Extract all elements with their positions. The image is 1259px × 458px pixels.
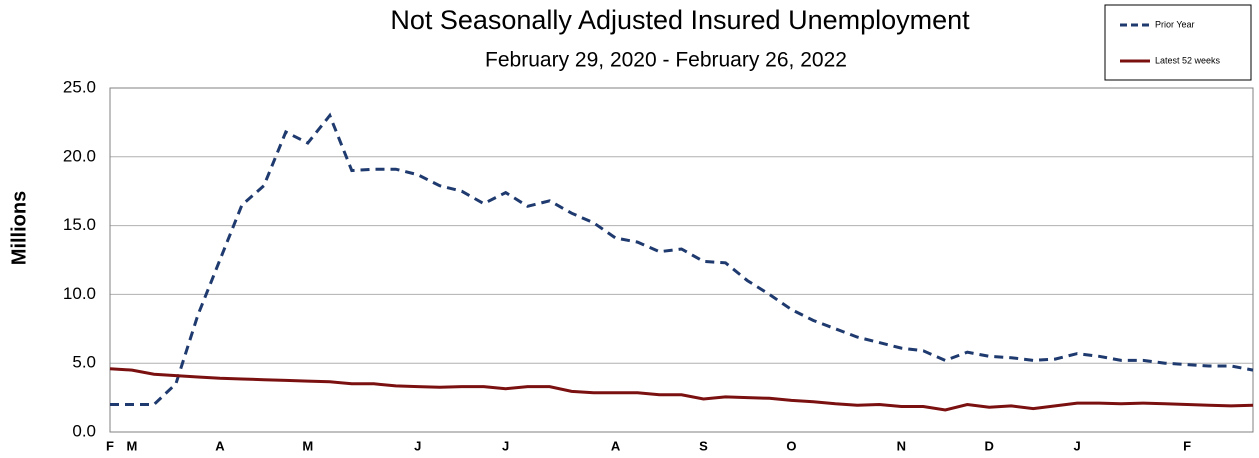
line-series [110,112,1254,406]
x-tick-label: N [897,438,906,453]
y-tick-label: 0.0 [72,421,96,440]
y-tick-label: 15.0 [63,215,96,234]
chart-subtitle: February 29, 2020 - February 26, 2022 [485,49,847,72]
x-tick-label: S [699,438,708,453]
line-series [109,367,1254,412]
x-tick-label: A [611,438,621,453]
x-tick-label: D [985,438,994,453]
x-tick-label: F [1183,438,1191,453]
x-tick-label: J [1074,438,1081,453]
legend-label: Latest 52 weeks [1155,55,1221,65]
legend-box [1104,4,1252,81]
y-tick-label: 10.0 [63,284,96,303]
y-tick-label: 5.0 [72,353,96,372]
y-tick-label: 25.0 [63,77,96,96]
x-tick-label: A [215,438,225,453]
plot-frame [109,87,1254,433]
x-tick-label: J [414,438,421,453]
x-tick-label: F [106,438,114,453]
legend-label: Prior Year [1155,19,1195,29]
chart-title: Not Seasonally Adjusted Insured Unemploy… [390,5,970,35]
x-tick-label: M [127,438,138,453]
y-tick-label: 20.0 [63,146,96,165]
y-axis-label: Millions [8,191,30,265]
x-tick-label: J [502,438,509,453]
x-tick-label: M [302,438,313,453]
x-tick-label: O [786,438,796,453]
